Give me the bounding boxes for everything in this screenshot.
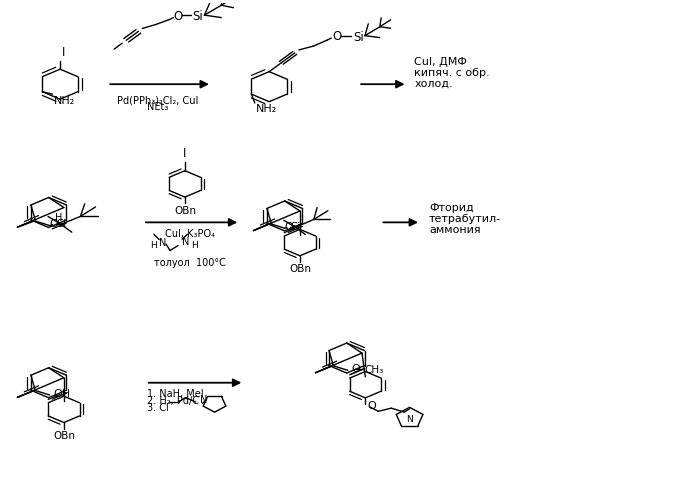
Text: N: N — [406, 415, 413, 424]
Text: I: I — [62, 46, 65, 59]
Text: OBn: OBn — [289, 264, 311, 274]
Text: толуол  100°C: толуол 100°C — [154, 258, 226, 268]
Text: N: N — [182, 237, 190, 247]
Text: 1. NaH, MeI: 1. NaH, MeI — [147, 389, 204, 399]
Text: H: H — [192, 241, 199, 250]
Text: Si: Si — [56, 220, 66, 230]
Text: OBn: OBn — [53, 431, 75, 441]
Text: Фторид: Фторид — [429, 203, 474, 213]
Text: CH₃: CH₃ — [364, 365, 384, 375]
Text: O: O — [284, 222, 293, 232]
Text: N: N — [159, 238, 167, 248]
Text: OBn: OBn — [174, 206, 196, 216]
Text: Si: Si — [192, 10, 203, 23]
Text: I: I — [183, 147, 186, 160]
Text: NH₂: NH₂ — [256, 104, 277, 114]
Text: O: O — [351, 364, 360, 374]
Text: OH: OH — [53, 389, 70, 399]
Text: NH₂: NH₂ — [54, 96, 75, 106]
Text: 3. Cl: 3. Cl — [147, 404, 169, 414]
Text: Si: Si — [290, 222, 301, 233]
Text: тетрабутил-: тетрабутил- — [429, 214, 501, 224]
Text: O: O — [50, 220, 58, 230]
Text: Pd(PPh₃)₂Cl₂, CuI: Pd(PPh₃)₂Cl₂, CuI — [117, 95, 199, 106]
Text: H: H — [55, 214, 62, 224]
Text: O: O — [173, 9, 183, 22]
Text: CuI, ДМФ: CuI, ДМФ — [414, 57, 467, 67]
Text: N: N — [200, 396, 207, 406]
Text: холод.: холод. — [414, 79, 453, 89]
Text: NEt₃: NEt₃ — [147, 102, 169, 112]
Text: кипяч. с обр.: кипяч. с обр. — [414, 68, 490, 78]
Text: H: H — [150, 241, 156, 250]
Text: CuI, K₃PO₄: CuI, K₃PO₄ — [165, 229, 216, 239]
Text: Si: Si — [353, 30, 364, 43]
Text: аммония: аммония — [429, 225, 481, 235]
Text: O: O — [367, 401, 376, 411]
Text: 2. H₂, Pd/C: 2. H₂, Pd/C — [147, 396, 199, 406]
Text: O: O — [332, 30, 341, 43]
